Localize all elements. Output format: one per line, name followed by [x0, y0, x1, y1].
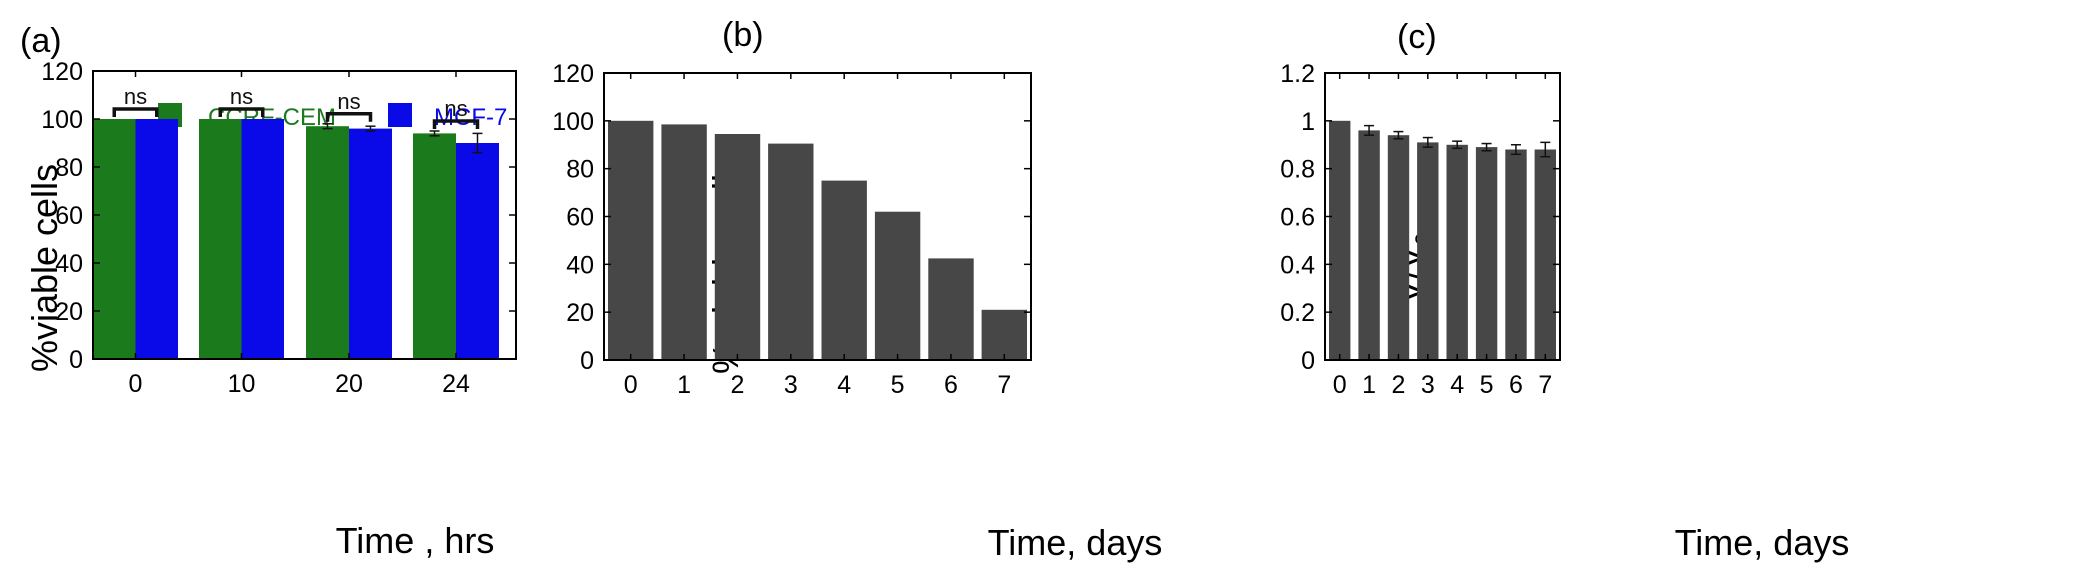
- x-tick-label-a-10: 10: [228, 370, 256, 398]
- y-tick-label-a-20: 20: [55, 298, 83, 326]
- bar-c-s0-5: [1475, 147, 1498, 360]
- y-tick-label-a-80: 80: [55, 154, 83, 182]
- bar-a-s1-24: [456, 143, 499, 359]
- bar-c-s0-2: [1387, 135, 1410, 360]
- x-tick-label-c-4: 4: [1450, 371, 1464, 399]
- y-tick-label-b-0: 0: [580, 347, 594, 375]
- x-tick-label-c-7: 7: [1538, 371, 1552, 399]
- x-tick-label-b-0: 0: [624, 371, 638, 399]
- significance-bracket-10: [218, 107, 265, 117]
- y-tick-label-c-0.8: 0.8: [1280, 156, 1315, 184]
- x-tick-label-c-5: 5: [1480, 371, 1494, 399]
- panel-label-a: (a): [20, 22, 62, 60]
- significance-bracket-20: [325, 112, 373, 122]
- x-tick-label-c-2: 2: [1391, 371, 1405, 399]
- x-tick-label-c-3: 3: [1421, 371, 1435, 399]
- legend-swatch-mcf-7: [388, 103, 412, 127]
- y-tick-label-b-60: 60: [566, 204, 594, 232]
- panel-b: (b) % viable cells Time, days 0123456702…: [552, 16, 1162, 563]
- y-tick-label-c-0.6: 0.6: [1280, 204, 1315, 232]
- bar-a-s0-0: [93, 119, 136, 359]
- panel-label-c: (c): [1397, 18, 1437, 56]
- x-tick-label-b-1: 1: [677, 371, 691, 399]
- y-tick-label-b-80: 80: [566, 156, 594, 184]
- x-tick-label-b-4: 4: [837, 371, 851, 399]
- significance-label-10: ns: [230, 84, 253, 109]
- x-tick-label-b-6: 6: [944, 371, 958, 399]
- x-tick-label-b-5: 5: [891, 371, 905, 399]
- bar-b-s0-6: [928, 258, 974, 360]
- bar-a-s0-10: [199, 119, 242, 359]
- bar-c-s0-4: [1446, 144, 1468, 361]
- y-tick-label-c-0.2: 0.2: [1280, 299, 1315, 327]
- x-tick-label-a-20: 20: [335, 370, 363, 398]
- bar-b-s0-3: [768, 143, 814, 360]
- plot-frame-b: [603, 72, 1032, 361]
- bar-a-s1-10: [241, 119, 284, 359]
- bar-b-s0-1: [661, 124, 707, 361]
- panel-label-b: (b): [722, 16, 764, 54]
- bar-a-s1-0: [135, 119, 178, 359]
- plot-frame-a: [92, 70, 517, 360]
- y-tick-label-b-20: 20: [566, 299, 594, 327]
- x-tick-label-b-7: 7: [997, 371, 1011, 399]
- panel-a: (a) %viable cells Time , hrs CCRF-CEM MC…: [20, 22, 517, 561]
- bar-a-s0-24: [413, 133, 456, 359]
- plot-frame-c: [1324, 72, 1561, 361]
- bar-b-s0-0: [608, 120, 654, 360]
- bar-b-s0-4: [821, 180, 867, 360]
- plot-area-c: [1324, 72, 1561, 361]
- plot-area-b: [603, 72, 1032, 361]
- y-tick-label-b-120: 120: [552, 60, 594, 88]
- y-tick-label-a-60: 60: [55, 202, 83, 230]
- bar-b-s0-2: [714, 134, 761, 360]
- significance-bracket-0: [112, 107, 159, 117]
- y-axis-label-a: %viable cells: [24, 164, 65, 372]
- legend-label-mcf-7: MCF-7: [434, 104, 507, 131]
- y-tick-label-c-0: 0: [1301, 347, 1315, 375]
- y-tick-label-c-0.4: 0.4: [1280, 251, 1315, 279]
- bar-c-s0-0: [1329, 120, 1351, 360]
- x-tick-label-b-3: 3: [784, 371, 798, 399]
- y-tick-label-c-1.2: 1.2: [1280, 60, 1315, 88]
- x-axis-label-a: Time , hrs: [336, 520, 495, 561]
- x-axis-label-b: Time, days: [988, 522, 1163, 563]
- y-tick-label-b-100: 100: [552, 108, 594, 136]
- x-tick-label-c-6: 6: [1509, 371, 1523, 399]
- bar-c-s0-3: [1417, 142, 1439, 360]
- y-tick-label-a-40: 40: [55, 250, 83, 278]
- panel-c: (c) V/V0 Time, days 0123456700.20.40.60.…: [1280, 18, 1849, 563]
- x-tick-label-a-24: 24: [442, 370, 470, 398]
- significance-label-24: ns: [444, 96, 467, 121]
- y-tick-label-b-40: 40: [566, 251, 594, 279]
- bar-c-s0-7: [1534, 149, 1556, 360]
- x-tick-label-b-2: 2: [730, 371, 744, 399]
- x-axis-label-c: Time, days: [1675, 522, 1850, 563]
- y-tick-label-a-100: 100: [41, 106, 83, 134]
- x-tick-label-c-0: 0: [1333, 371, 1347, 399]
- significance-bracket-24: [432, 119, 480, 129]
- x-tick-label-c-1: 1: [1362, 371, 1376, 399]
- x-tick-label-a-0: 0: [129, 370, 143, 398]
- significance-label-20: ns: [337, 89, 360, 114]
- bar-b-s0-7: [981, 309, 1027, 360]
- bar-c-s0-1: [1358, 130, 1380, 360]
- y-tick-label-c-1: 1: [1301, 108, 1315, 136]
- y-tick-label-a-0: 0: [69, 346, 83, 374]
- bar-a-s0-20: [306, 126, 349, 359]
- bar-b-s0-5: [874, 211, 921, 360]
- bar-a-s1-20: [349, 128, 392, 359]
- significance-label-0: ns: [124, 84, 147, 109]
- bar-c-s0-6: [1505, 149, 1527, 360]
- plot-area-a: ns ns ns ns: [92, 70, 517, 360]
- y-tick-label-a-120: 120: [41, 58, 83, 86]
